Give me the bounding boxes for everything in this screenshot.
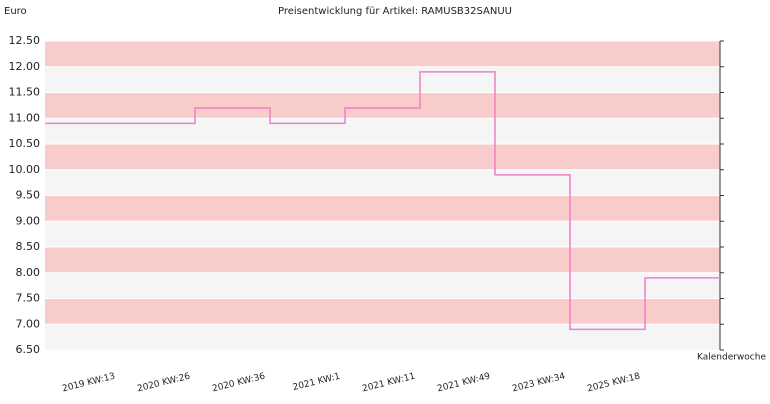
x-tick-label: 2021 KW:11 [361,372,416,395]
y-tick-label: 11.50 [9,86,41,99]
chart-title: Preisentwicklung für Artikel: RAMUSB32SA… [278,6,512,17]
x-tick-label: 2019 KW:13 [61,372,116,395]
grid-band [45,298,720,325]
y-axis-label: Euro [4,6,27,17]
grid-band [45,221,720,247]
grid-band [45,324,720,350]
y-tick-label: 8.50 [16,240,41,253]
y-tick-label: 8.00 [16,266,41,279]
y-tick-label: 12.50 [9,34,41,47]
y-tick-label: 6.50 [16,343,41,356]
y-tick-label: 10.50 [9,137,41,150]
y-tick-label: 7.50 [16,292,41,305]
x-axis-label: Kalenderwoche [697,353,766,363]
grid-band [45,118,720,144]
grid-band [45,41,720,67]
grid-band [45,195,720,222]
price-line [45,71,720,331]
x-tick-label: 2020 KW:26 [136,372,191,395]
grid-band [45,247,720,273]
grid-band [45,169,720,196]
grid-band [45,66,720,93]
y-tick-label: 11.00 [9,111,41,124]
y-tick-label: 12.00 [9,60,41,73]
y-tick-label: 9.00 [16,214,41,227]
x-tick-label: 2021 KW:1 [292,372,341,393]
x-tick-label: 2023 KW:34 [511,372,566,395]
x-tick-label: 2025 KW:18 [586,372,641,395]
y-tick-label: 7.00 [16,317,41,330]
x-tick-label: 2020 KW:36 [211,372,266,395]
grid-band [45,272,720,299]
y-tick-label: 10.00 [9,163,41,176]
grid-band [45,144,720,170]
grid-band [45,92,720,119]
y-tick-label: 9.50 [16,189,41,202]
x-tick-label: 2021 KW:49 [436,372,491,395]
